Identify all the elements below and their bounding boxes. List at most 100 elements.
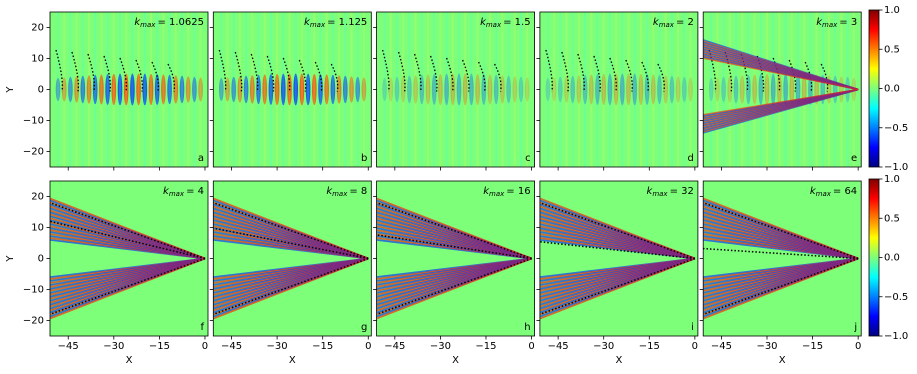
panel-title: kmax = 1.0625 xyxy=(134,17,204,29)
x-tick-label: −15 xyxy=(639,341,660,352)
y-axis-label: Y xyxy=(5,86,16,94)
panel-title: kmax = 2 xyxy=(653,17,694,29)
x-axis-label: X xyxy=(452,355,459,366)
title-symbol: k xyxy=(810,186,817,197)
heatmap-image xyxy=(376,12,535,167)
y-tick-label: 20 xyxy=(31,192,44,203)
y-tick-label: 20 xyxy=(31,23,44,34)
title-value: = 1.125 xyxy=(327,17,367,28)
title-value: = 32 xyxy=(670,186,694,197)
title-symbol: k xyxy=(304,17,311,28)
colorbar-tick-label: 0.0 xyxy=(884,253,900,264)
title-subscript: max xyxy=(332,190,348,198)
x-tick-label: 0 xyxy=(365,341,371,352)
title-subscript: max xyxy=(822,21,838,29)
colorbar-tick-label: 0.5 xyxy=(884,44,900,55)
x-tick-label: −45 xyxy=(58,341,79,352)
title-value: = 1.5 xyxy=(503,17,530,28)
panel-title: kmax = 64 xyxy=(810,186,857,198)
title-symbol: k xyxy=(816,17,823,28)
x-axis-label: X xyxy=(779,355,786,366)
x-tick-label: 0 xyxy=(202,341,208,352)
title-symbol: k xyxy=(134,17,141,28)
y-tick-label: 0 xyxy=(38,254,44,265)
x-tick-label: −15 xyxy=(312,341,333,352)
title-subscript: max xyxy=(816,190,832,198)
panel: kmax = 2 d xyxy=(536,11,699,171)
x-tick-label: −30 xyxy=(430,341,451,352)
colorbar: −1.0 −0.5 0.0 0.5 1.0 xyxy=(868,5,908,173)
title-value: = 2 xyxy=(676,17,694,28)
title-symbol: k xyxy=(483,186,490,197)
x-axis-label: X xyxy=(289,355,296,366)
title-subscript: max xyxy=(659,21,675,29)
panel-title: kmax = 32 xyxy=(647,186,694,198)
x-tick-label: −30 xyxy=(756,341,777,352)
y-axis-label: Y xyxy=(5,255,16,263)
colorbar-tick-label: 1.0 xyxy=(884,5,900,16)
colorbar-gradient xyxy=(868,178,880,337)
panel-title: kmax = 4 xyxy=(163,186,204,198)
heatmap-image xyxy=(50,12,208,167)
title-symbol: k xyxy=(480,17,487,28)
heatmap-image xyxy=(703,12,862,167)
x-axis-label: X xyxy=(126,355,133,366)
title-value: = 8 xyxy=(349,186,367,197)
x-tick-label: −15 xyxy=(475,341,496,352)
colorbar-tick-label: −0.5 xyxy=(884,292,908,303)
x-tick-label: −30 xyxy=(267,341,288,352)
x-tick-label: 0 xyxy=(855,341,861,352)
title-subscript: max xyxy=(169,190,185,198)
title-subscript: max xyxy=(652,190,668,198)
x-tick-label: 0 xyxy=(528,341,534,352)
title-subscript: max xyxy=(489,190,505,198)
title-subscript: max xyxy=(140,21,156,29)
title-symbol: k xyxy=(647,186,654,197)
y-tick-label: −10 xyxy=(23,285,44,296)
panel-label: d xyxy=(688,153,694,164)
y-tick-label: −10 xyxy=(23,116,44,127)
y-tick-label: −20 xyxy=(23,147,44,158)
heatmap-image xyxy=(50,181,208,336)
panel-title: kmax = 1.5 xyxy=(480,17,531,29)
colorbar-tick-label: 0.5 xyxy=(884,213,900,224)
y-tick-label: 0 xyxy=(38,85,44,96)
x-tick-label: 0 xyxy=(692,341,698,352)
title-value: = 16 xyxy=(506,186,530,197)
title-subscript: max xyxy=(310,21,326,29)
y-tick-label: −20 xyxy=(23,316,44,327)
panel-title: kmax = 16 xyxy=(483,186,530,198)
panel-label: e xyxy=(851,153,857,164)
x-tick-label: −30 xyxy=(593,341,614,352)
panel: kmax = 1.5 c xyxy=(373,11,536,171)
panel-label: f xyxy=(200,322,204,333)
panel-label: i xyxy=(691,322,694,333)
colorbar-tick-label: −0.5 xyxy=(884,123,908,134)
title-value: = 64 xyxy=(833,186,857,197)
x-tick-label: −15 xyxy=(802,341,823,352)
title-symbol: k xyxy=(326,186,333,197)
colorbar-gradient xyxy=(868,9,880,168)
panel: kmax = 1.125 b xyxy=(209,11,372,171)
x-tick-label: −45 xyxy=(384,341,405,352)
colorbar-tick-label: 1.0 xyxy=(884,174,900,185)
colorbar-tick-label: −1.0 xyxy=(884,331,908,342)
x-axis-label: X xyxy=(615,355,622,366)
heatmap-image xyxy=(703,181,862,336)
x-tick-label: −45 xyxy=(221,341,242,352)
heatmap-image xyxy=(213,181,372,336)
title-value: = 3 xyxy=(839,17,857,28)
title-symbol: k xyxy=(653,17,660,28)
panel: kmax = 3 e xyxy=(699,11,862,171)
title-subscript: max xyxy=(486,21,502,29)
panel-label: a xyxy=(198,153,204,164)
panel-title: kmax = 1.125 xyxy=(304,17,367,29)
colorbar-tick-label: 0.0 xyxy=(884,84,900,95)
